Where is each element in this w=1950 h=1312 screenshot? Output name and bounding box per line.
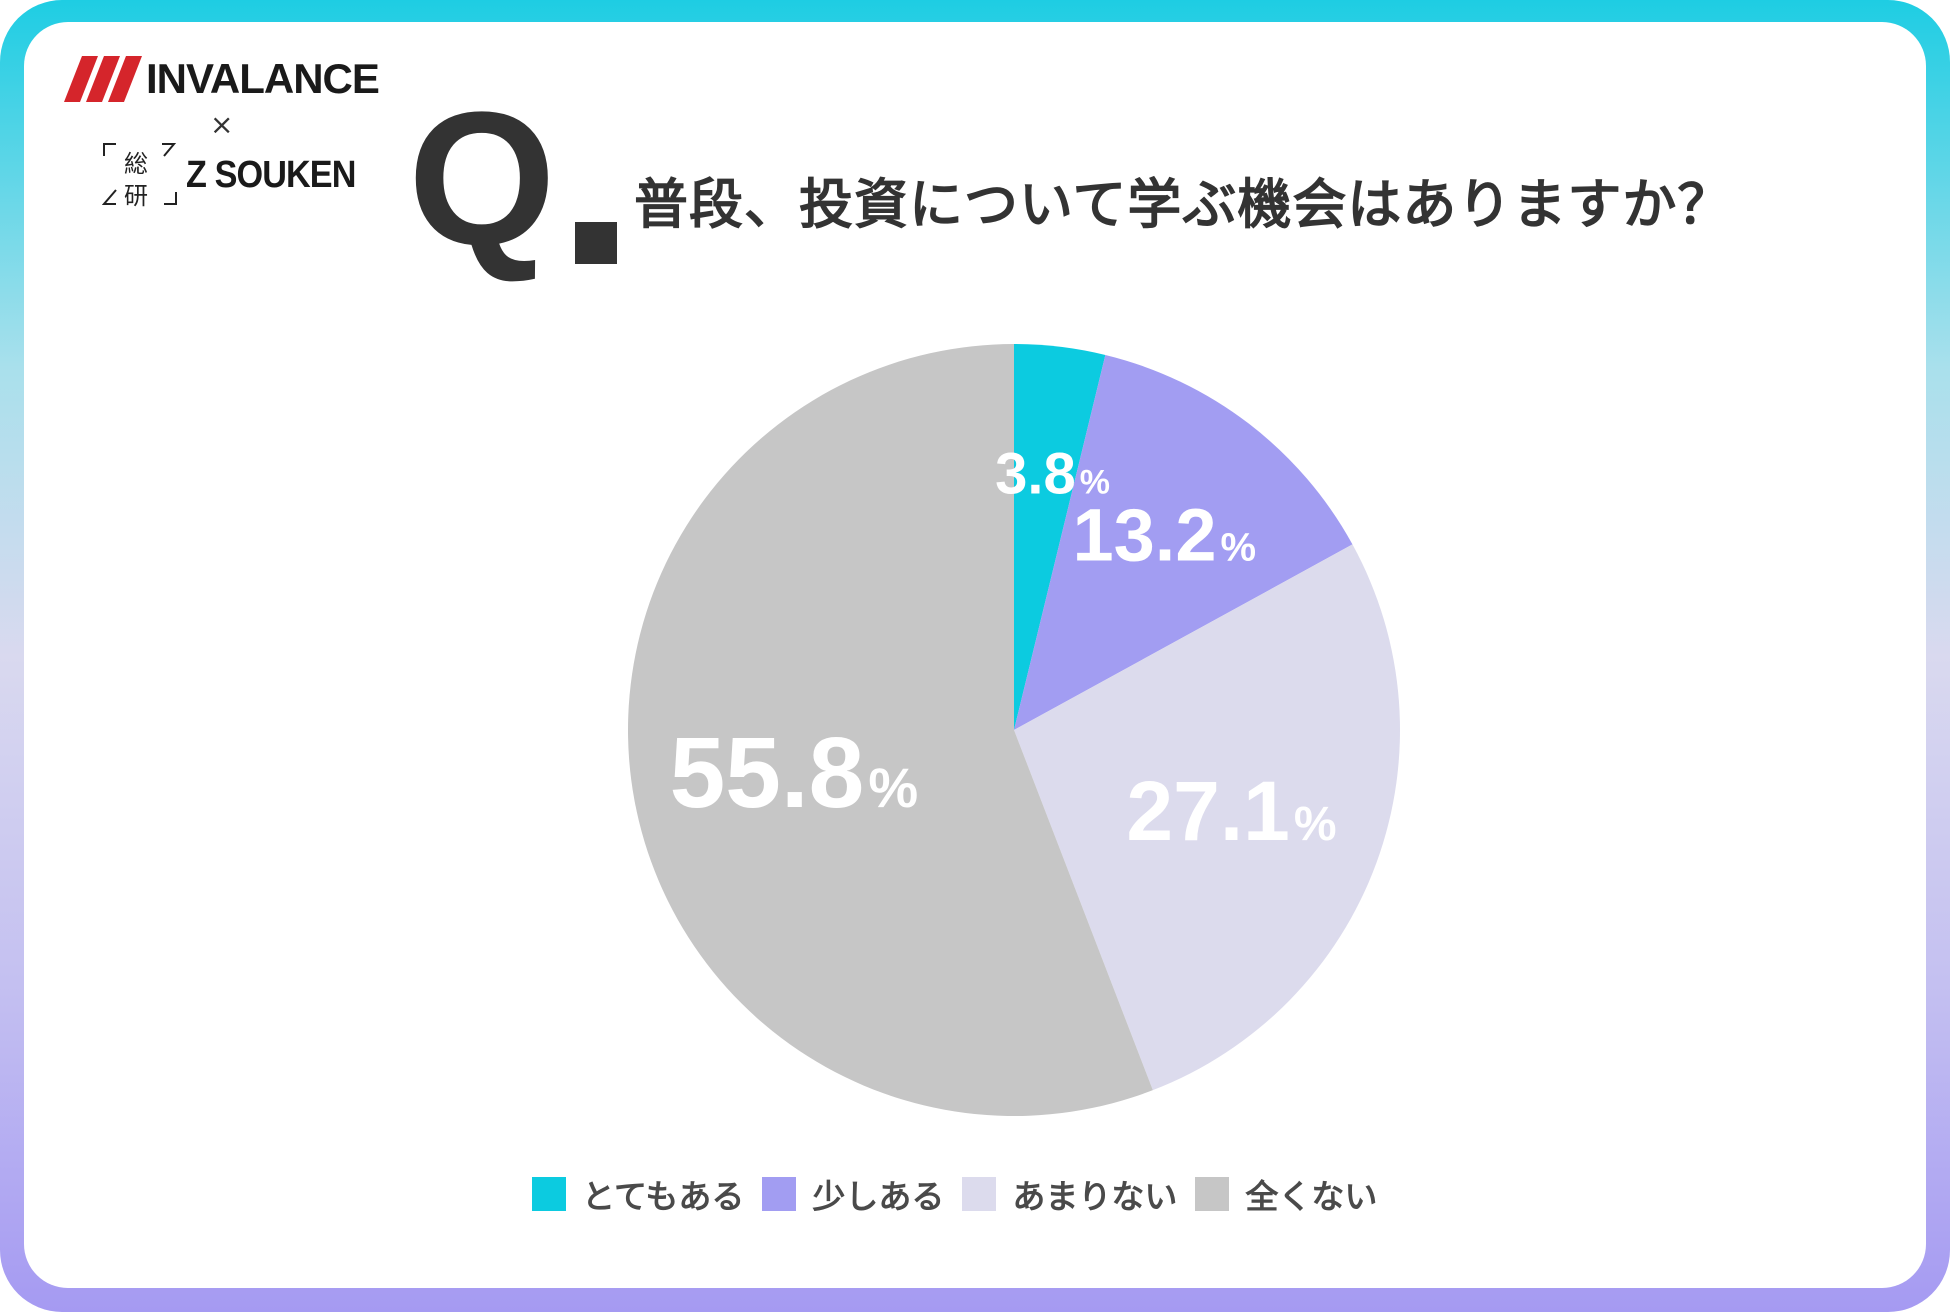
legend-label: 少しある xyxy=(812,1177,945,1216)
slice-value-label: 3.8% xyxy=(995,441,1110,506)
question-mark-q: Q xyxy=(408,73,556,285)
chart-title: 普段、投資について学ぶ機会はありますか？ xyxy=(634,173,1733,236)
legend-swatch xyxy=(762,1177,797,1211)
pie-slice-4 xyxy=(627,344,1153,1117)
question-dot xyxy=(575,222,617,264)
slice-value-unit: % xyxy=(1221,526,1257,570)
kanji-ken: 研 xyxy=(124,182,148,210)
legend-label: あまりない xyxy=(1012,1177,1178,1216)
slice-value-label: 27.1% xyxy=(1126,764,1336,858)
legend-swatch xyxy=(1195,1177,1230,1211)
slice-value-number: 55.8 xyxy=(670,717,865,829)
zsouken-kanji-mark: 総 研 xyxy=(102,142,180,210)
slice-value-number: 13.2 xyxy=(1073,494,1217,577)
collab-cross: × xyxy=(210,108,234,141)
legend-item: 少しある xyxy=(762,1170,944,1218)
slice-value-number: 3.8 xyxy=(995,441,1076,506)
slice-value-unit: % xyxy=(1294,798,1337,851)
legend-swatch xyxy=(532,1177,566,1211)
pie-slice-1 xyxy=(1014,344,1106,730)
zsouken-logo: 総 研 Z SOUKEN xyxy=(102,140,374,210)
pie-slice-2 xyxy=(1014,354,1353,730)
legend-swatch xyxy=(962,1177,997,1211)
legend-label: とてもある xyxy=(582,1177,745,1216)
zsouken-wordmark: Z SOUKEN xyxy=(186,153,356,196)
legend-label: 全くない xyxy=(1245,1177,1378,1216)
slice-value-unit: % xyxy=(868,756,918,819)
pie-slice-3 xyxy=(1014,544,1400,1091)
slice-value-label: 13.2% xyxy=(1073,494,1257,577)
legend-item: とてもある xyxy=(532,1170,744,1218)
bracket-icon xyxy=(102,143,177,205)
slice-value-number: 27.1 xyxy=(1126,764,1290,858)
slice-value-unit: % xyxy=(1080,463,1110,501)
chart-legend: とてもある 少しある あまりない 全くない xyxy=(532,1172,1395,1216)
slice-value-label: 55.8% xyxy=(670,717,918,829)
legend-item: あまりない xyxy=(962,1170,1177,1218)
kanji-sou: 総 xyxy=(124,150,148,178)
invalance-logo: INVALANCE xyxy=(64,55,380,102)
invalance-wordmark: INVALANCE xyxy=(146,55,380,102)
stripes-icon xyxy=(64,56,142,102)
legend-item: 全くない xyxy=(1195,1170,1377,1218)
